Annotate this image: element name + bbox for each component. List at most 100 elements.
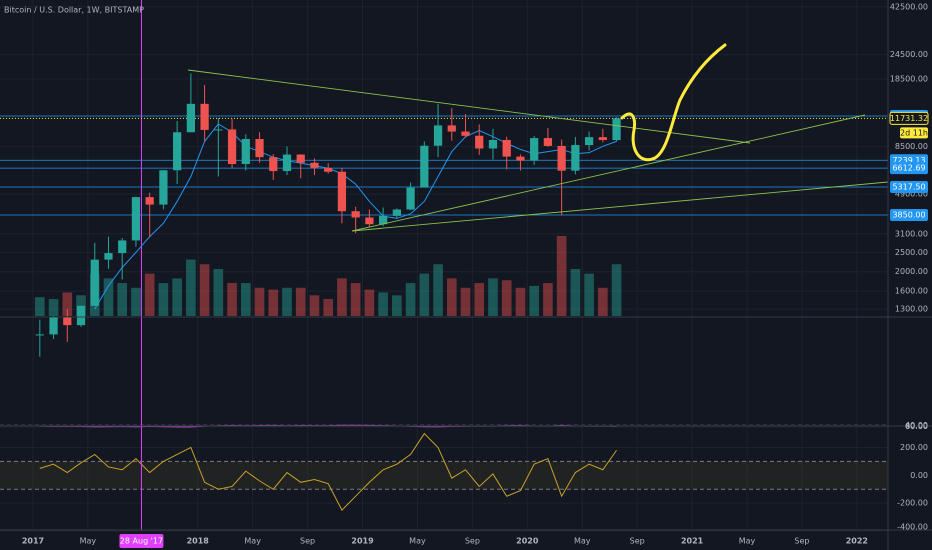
candle-body: [296, 154, 305, 163]
candle-body: [351, 211, 360, 218]
y-tick-label: 60.00: [905, 422, 928, 431]
x-tick-label: Sep: [794, 537, 809, 546]
x-tick-label: May: [409, 537, 426, 546]
freehand-drawing: [620, 43, 727, 162]
x-tick-label: May: [739, 537, 756, 546]
volume-bar: [419, 273, 430, 316]
volume-bar: [227, 283, 237, 316]
indicator-line: [39, 432, 617, 511]
y-tick-label: 4900.00: [895, 190, 928, 199]
volume-bar: [350, 283, 361, 316]
volume-bar: [76, 295, 86, 316]
plot: [0, 0, 889, 532]
price-tag-label: 5317.50: [892, 182, 925, 191]
x-tick-label: 2019: [351, 537, 374, 546]
volume-bar: [35, 297, 45, 316]
volume-bar: [62, 292, 73, 316]
candle-body: [530, 138, 539, 161]
y-tick-label: 42500.00: [890, 2, 928, 11]
volume-bar: [254, 287, 265, 316]
volume-bar: [199, 264, 210, 316]
volume-bar: [515, 287, 526, 316]
price-tag: [890, 162, 928, 175]
trend-line: [351, 181, 889, 232]
volume-bar: [405, 283, 416, 316]
y-tick-label: 24500.00: [890, 50, 928, 59]
price-tag: [890, 180, 928, 193]
candle-body: [516, 156, 525, 161]
candle-body: [90, 259, 99, 306]
volume-bar: [103, 278, 114, 316]
volume-bar: [378, 292, 388, 316]
volume-bar: [240, 283, 251, 316]
candle-body: [337, 171, 347, 212]
volume-bar: [337, 278, 347, 316]
crosshair-tag: [119, 534, 164, 548]
volume-bar: [460, 287, 471, 316]
price-tag-label: 6612.69: [892, 164, 925, 173]
candle-body: [269, 157, 278, 172]
x-tick-label: May: [574, 537, 591, 546]
volume-bar: [529, 285, 539, 316]
volume-bar: [268, 289, 279, 316]
volume-bar: [213, 268, 224, 316]
candle-body: [131, 197, 141, 241]
candle-body: [543, 138, 553, 146]
y-tick-label: 1300.00: [895, 305, 928, 314]
candle-body: [461, 131, 470, 136]
volume-bar: [570, 268, 581, 316]
candle-body: [571, 145, 580, 171]
candle-body: [392, 209, 401, 216]
x-tick-label: 2017: [22, 537, 44, 546]
price-tag-label: 3850.00: [892, 210, 925, 219]
candle-body: [447, 125, 456, 132]
candle-body: [282, 154, 292, 172]
countdown-label: 2d 11h: [900, 128, 928, 137]
volume-bar: [446, 278, 457, 316]
y-tick-label: 80.00: [905, 422, 928, 431]
candle-body: [324, 167, 333, 172]
x-tick-label: Sep: [630, 537, 645, 546]
candle-body: [214, 129, 223, 131]
x-tick-label: May: [80, 537, 97, 546]
volume-bar: [158, 283, 169, 316]
candle-body: [406, 187, 415, 210]
volume-bar: [556, 236, 567, 316]
x-tick-label: May: [244, 537, 261, 546]
volume-bar: [172, 278, 182, 316]
chart-title: Bitcoin / U.S. Dollar, 1W, BITSTAMP: [4, 6, 144, 15]
candle-body: [200, 103, 209, 130]
volume-bar: [186, 259, 196, 316]
candle-body: [488, 139, 498, 149]
y-tick-label: 200.00: [900, 443, 928, 452]
y-tick-label: 8500.00: [895, 142, 928, 151]
volume-bar: [295, 287, 306, 316]
candle-body: [379, 215, 388, 225]
x-tick-label: Sep: [300, 537, 315, 546]
volume-bar: [488, 278, 498, 316]
volume-bar: [323, 299, 333, 316]
volume-bar: [584, 273, 594, 316]
candle-body: [557, 145, 566, 171]
volume-bar: [392, 295, 402, 316]
candle-body: [76, 305, 86, 326]
x-tick-label: 2021: [681, 537, 704, 546]
countdown-tag: [900, 127, 928, 139]
candle-body: [241, 139, 250, 165]
candle-body: [145, 197, 154, 205]
x-tick-label: 2018: [187, 537, 210, 546]
candle-body: [598, 137, 607, 141]
volume-bar: [598, 287, 608, 316]
candle-body: [173, 132, 182, 171]
candle-body: [63, 316, 72, 326]
volume-bar: [131, 287, 141, 316]
x-tick-label: 2020: [516, 537, 539, 546]
candle-body: [255, 139, 264, 158]
volume-bar: [309, 295, 320, 316]
y-tick-label: 2000.00: [895, 267, 928, 276]
candle-body: [365, 217, 374, 225]
